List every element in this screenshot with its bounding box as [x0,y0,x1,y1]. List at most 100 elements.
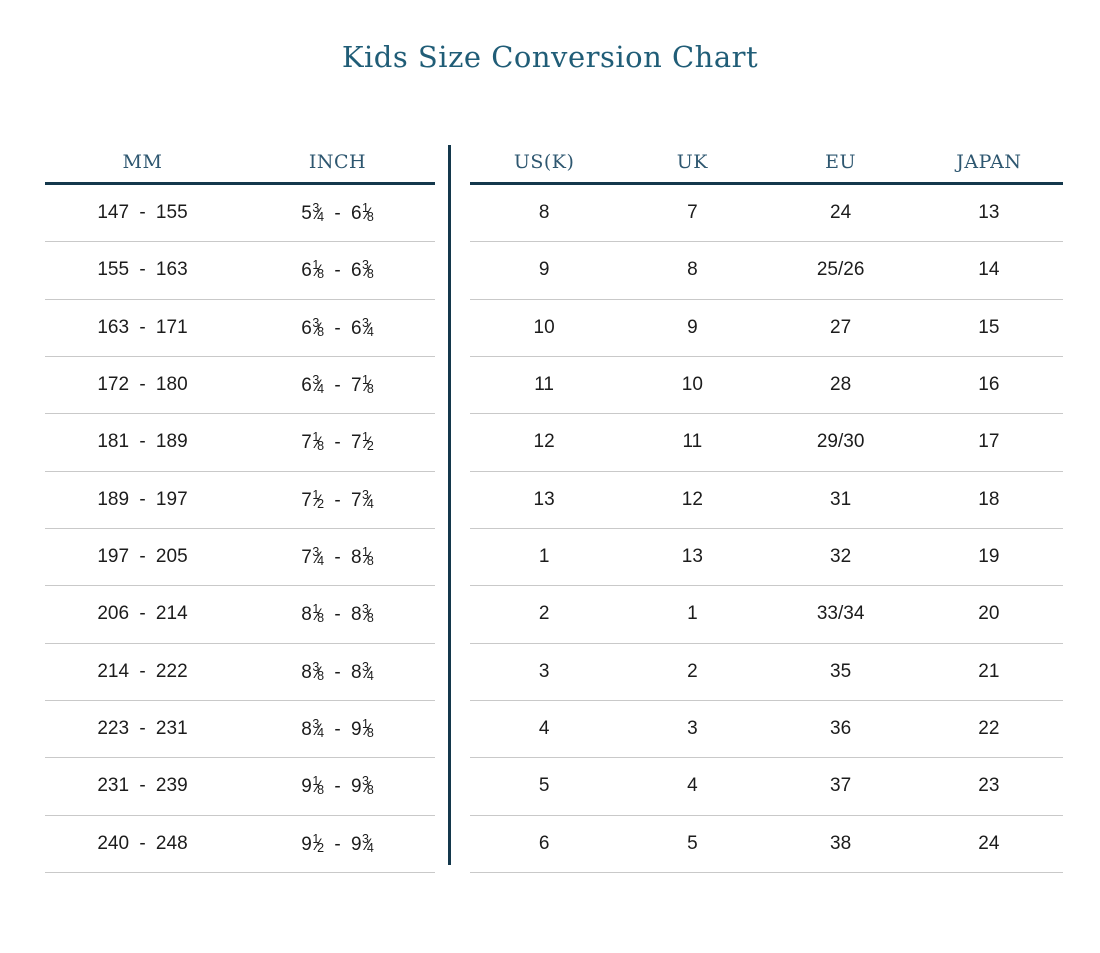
inch-cell: 63⁄8 - 63⁄4 [301,315,374,339]
japan-size-cell: 16 [978,374,1000,396]
column-header-japan: JAPAN [956,151,1022,173]
japan-size-cell: 20 [978,603,1000,625]
uk-size-cell: 13 [681,546,703,568]
column-header-uk: UK [676,151,708,173]
us-size-cell: 1 [538,546,550,568]
mm-inch-table-header: MM INCH [45,140,435,185]
uk-size-cell: 7 [687,202,698,224]
us-size-cell: 6 [538,832,550,854]
eu-size-cell: 31 [830,488,852,510]
inch-cell: 71⁄8 - 71⁄2 [301,430,374,454]
inch-cell: 91⁄2 - 93⁄4 [301,831,374,855]
eu-size-cell: 29/30 [816,431,865,453]
japan-size-cell: 23 [978,775,1000,797]
japan-size-cell: 21 [978,660,1000,682]
table-row: 189 - 197 71⁄2 - 73⁄4 [45,472,435,529]
japan-size-cell: 17 [978,431,1000,453]
table-row: 155 - 163 61⁄8 - 63⁄8 [45,242,435,300]
inch-cell: 81⁄8 - 83⁄8 [301,602,374,626]
column-header-us-k: US(K) [513,151,575,173]
uk-size-cell: 12 [681,488,703,510]
eu-size-cell: 33/34 [816,603,865,625]
us-size-cell: 5 [538,775,550,797]
uk-size-cell: 1 [687,603,698,625]
table-row: 147 - 155 53⁄4 - 61⁄8 [45,185,435,243]
uk-size-cell: 10 [681,374,703,396]
mm-cell: 181 - 189 [97,431,188,453]
japan-size-cell: 22 [978,718,1000,740]
mm-cell: 163 - 171 [97,316,188,338]
column-header-mm: MM [122,151,163,173]
inch-cell: 53⁄4 - 61⁄8 [301,201,374,225]
table-row: 223 - 231 83⁄4 - 91⁄8 [45,701,435,759]
table-row: 214 - 222 83⁄8 - 83⁄4 [45,644,435,701]
column-header-eu: EU [825,151,857,173]
column-header-inch: INCH [308,151,367,173]
table-row: 9 8 25/26 14 [470,242,1063,300]
uk-size-cell: 11 [682,431,703,453]
mm-cell: 240 - 248 [97,832,188,854]
table-row: 13 12 31 18 [470,472,1063,529]
eu-size-cell: 32 [830,546,852,568]
mm-cell: 155 - 163 [97,259,188,281]
eu-size-cell: 25/26 [816,259,865,281]
us-size-cell: 8 [538,202,550,224]
japan-size-cell: 15 [978,316,1000,338]
page-title: Kids Size Conversion Chart [341,40,759,74]
table-row: 1 13 32 19 [470,529,1063,587]
us-size-cell: 2 [538,603,550,625]
eu-size-cell: 35 [830,660,852,682]
japan-size-cell: 18 [978,488,1000,510]
inch-cell: 73⁄4 - 81⁄8 [301,545,374,569]
table-row: 172 - 180 63⁄4 - 71⁄8 [45,357,435,415]
international-sizes-table-header: US(K) UK EU JAPAN [470,140,1063,185]
table-row: 12 11 29/30 17 [470,414,1063,472]
international-sizes-table-body: 8 7 24 13 9 8 25/26 14 10 9 27 15 11 10 28 16 12 11 29/30 1… [470,185,1063,873]
japan-size-cell: 24 [978,832,1000,854]
table-row: 8 7 24 13 [470,185,1063,243]
table-row: 6 5 38 24 [470,816,1063,873]
us-size-cell: 11 [534,374,554,396]
table-row: 181 - 189 71⁄8 - 71⁄2 [45,414,435,472]
eu-size-cell: 28 [830,374,852,396]
table-row: 10 9 27 15 [470,300,1063,357]
uk-size-cell: 9 [687,316,698,338]
us-size-cell: 10 [533,316,555,338]
table-row: 240 - 248 91⁄2 - 93⁄4 [45,816,435,873]
us-size-cell: 3 [538,660,550,682]
inch-cell: 91⁄8 - 93⁄8 [301,774,374,798]
mm-cell: 197 - 205 [97,546,188,568]
table-row: 5 4 37 23 [470,758,1063,816]
international-sizes-table: US(K) UK EU JAPAN 8 7 24 13 9 8 25/26 14 10 9 27 15… [470,140,1063,873]
uk-size-cell: 5 [687,832,698,854]
mm-cell: 189 - 197 [97,488,188,510]
inch-cell: 61⁄8 - 63⁄8 [301,258,374,282]
eu-size-cell: 38 [830,832,852,854]
table-row: 4 3 36 22 [470,701,1063,759]
table-row: 163 - 171 63⁄8 - 63⁄4 [45,300,435,357]
uk-size-cell: 3 [687,718,698,740]
uk-size-cell: 2 [687,660,698,682]
inch-cell: 63⁄4 - 71⁄8 [301,373,374,397]
inch-cell: 71⁄2 - 73⁄4 [301,487,374,511]
us-size-cell: 4 [538,718,550,740]
uk-size-cell: 8 [687,259,698,281]
inch-cell: 83⁄8 - 83⁄4 [301,659,374,683]
uk-size-cell: 4 [687,775,698,797]
mm-cell: 147 - 155 [97,202,188,224]
japan-size-cell: 19 [978,546,1000,568]
table-row: 231 - 239 91⁄8 - 93⁄8 [45,758,435,816]
table-row: 206 - 214 81⁄8 - 83⁄8 [45,586,435,644]
eu-size-cell: 36 [830,718,852,740]
inch-cell: 83⁄4 - 91⁄8 [301,717,374,741]
table-row: 197 - 205 73⁄4 - 81⁄8 [45,529,435,587]
mm-inch-table: MM INCH 147 - 155 53⁄4 - 61⁄8 155 - 163 61⁄… [45,140,435,873]
japan-size-cell: 14 [978,259,1000,281]
us-size-cell: 9 [538,259,550,281]
table-divider-line [448,145,451,865]
eu-size-cell: 37 [830,775,852,797]
table-row: 11 10 28 16 [470,357,1063,415]
mm-cell: 214 - 222 [97,660,188,682]
mm-inch-table-body: 147 - 155 53⁄4 - 61⁄8 155 - 163 61⁄8 - 63⁄8… [45,185,435,873]
